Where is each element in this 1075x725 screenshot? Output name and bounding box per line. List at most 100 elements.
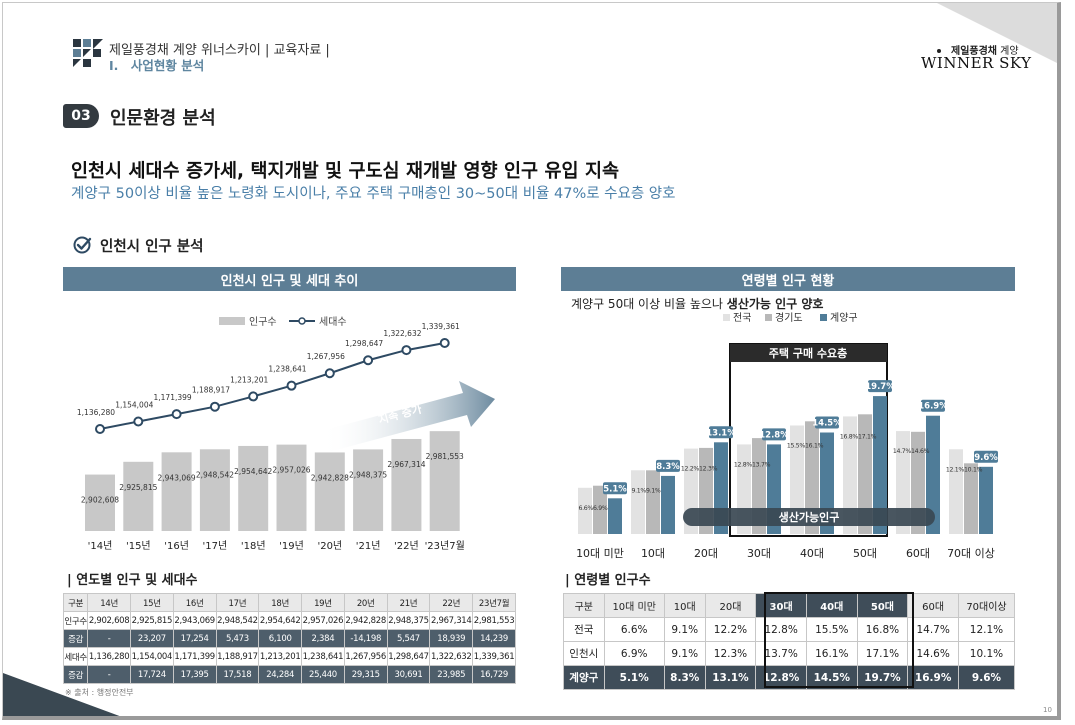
table-cell: 23,207 (130, 629, 174, 648)
household-point (209, 401, 220, 412)
table-cell: 1,238,641 (301, 647, 345, 666)
age-x-axis-label: 60대 (906, 547, 930, 560)
table-cell: 15.5% (805, 617, 858, 642)
table-row: 인천시 6.9% 9.1% 12.3% 13.7% 16.1% 17.1% 14.6% 10.1… (563, 641, 1016, 666)
table-header-cell: 70대이상 (957, 593, 1016, 618)
x-axis-label: '21년 (356, 540, 381, 552)
household-point (171, 409, 182, 420)
household-point (363, 355, 374, 366)
table-cell: 23,985 (429, 665, 474, 684)
table-cell: 25,440 (301, 665, 345, 684)
x-axis-label: '17년 (203, 540, 228, 552)
header-section: Ⅰ. 사업현황 분석 (109, 58, 205, 73)
age-bar (926, 415, 940, 534)
table-cell: 1,322,632 (429, 647, 474, 666)
brand-small-light: 계양 (997, 46, 1019, 57)
table-cell: 1,171,399 (172, 647, 217, 666)
population-bar (123, 461, 154, 531)
age-x-axis-label: 70대 이상 (947, 547, 995, 560)
table-cell: 인천시 (563, 641, 605, 666)
household-point (133, 416, 144, 427)
legend-label-gyeonggi: 경기도 (775, 311, 803, 324)
table-cell: 2,981,553 (472, 611, 516, 630)
age-bar-inline-label: 12.1%10.1% (946, 466, 983, 473)
table-cell: 9.1% (663, 641, 706, 666)
age-x-axis-label: 30대 (747, 547, 771, 560)
population-bar-label: 2,948,375 (349, 470, 387, 479)
table-cell: 14.5% (805, 665, 858, 690)
table-header-cell: 구분 (62, 593, 89, 612)
population-bar (238, 445, 269, 531)
age-population-table: 구분 10대 미만 10대 20대 30대 40대 50대 60대 70대이상 전국 6.6% 9.1… (563, 593, 1016, 690)
age-x-axis-label: 40대 (800, 547, 824, 560)
gyeyang-bar-label: 16.9% (918, 402, 948, 412)
table-header-cell: 18년 (258, 593, 303, 612)
gyeyang-label-bg (603, 482, 627, 495)
table-cell: 2,957,026 (301, 611, 345, 630)
table-header-cell: 20대 (704, 593, 757, 618)
gyeyang-bar-label: 9.6% (974, 453, 998, 463)
gyeyang-label-bg (921, 399, 945, 412)
table-cell: 2,925,815 (130, 611, 174, 630)
age-bar-inline-label: 9.1%9.1% (631, 487, 660, 494)
table-row: 인구수 2,902,608 2,925,815 2,943,069 2,948,542 2… (62, 611, 516, 630)
household-point (248, 391, 259, 402)
household-point (401, 345, 412, 356)
table-header-cell: 20년 (343, 593, 388, 612)
brand-logo-text: WINNER SKY (921, 54, 1032, 72)
table-row: 세대수 1,136,280 1,154,004 1,171,399 1,188,917 1… (62, 647, 516, 666)
table-cell: 16.9% (907, 665, 959, 690)
table-cell: 2,942,828 (343, 611, 388, 630)
age-bar (661, 475, 675, 534)
legend-label-households: 세대수 (319, 316, 347, 328)
gyeyang-label-bg (762, 428, 786, 441)
table-cell: 16,729 (472, 665, 516, 684)
gyeyang-label-bg (709, 426, 733, 439)
table2-title: | 연령별 인구수 (565, 573, 651, 588)
table-cell: 전국 (563, 617, 605, 642)
productive-band-label: 생산가능인구 (779, 510, 840, 524)
productive-band: 생산가능인구 (683, 508, 935, 526)
age-group-chart: 전국 경기도 계양구 주택 구매 수요층 6.6%6.9% 5.1% 9.1%9.1… (576, 311, 998, 560)
legend-swatch-gyeyang (820, 314, 827, 321)
table-header-cell: 21년 (386, 593, 431, 612)
table-row: 계양구 5.1% 8.3% 13.1% 12.8% 14.5% 19.7% 16.9% 9.6% (563, 665, 1016, 690)
x-axis-label: '16년 (164, 540, 189, 552)
table-cell: 2,902,608 (87, 611, 131, 630)
household-point-label: 1,136,280 (77, 408, 115, 417)
table-cell: 1,267,956 (343, 647, 388, 666)
gyeyang-bar-label: 12.8% (759, 430, 789, 440)
table-header-cell: 23년7월 (472, 593, 516, 612)
legend-label-gyeyang: 계양구 (830, 312, 858, 324)
table-cell: 12.8% (755, 617, 807, 642)
table-cell: 19.7% (856, 665, 909, 690)
table-cell: 6.9% (603, 641, 665, 666)
table-cell: 5,547 (386, 629, 431, 648)
table-cell: 2,954,642 (258, 611, 303, 630)
household-point-label: 1,213,201 (230, 375, 268, 384)
table-header-cell: 14년 (87, 593, 131, 612)
population-bar-label: 2,981,553 (426, 452, 464, 461)
table-row: 증감 -17,724 17,395 17,518 24,284 25,440 29,315 3… (62, 665, 516, 684)
page-number: 10 (1043, 706, 1052, 714)
household-point-label: 1,267,956 (307, 352, 345, 361)
table-header-cell: 17년 (215, 593, 260, 612)
table-cell: 17,395 (172, 665, 217, 684)
brand-dot (937, 49, 941, 53)
table-cell: 1,298,647 (386, 647, 431, 666)
population-bar (199, 449, 230, 531)
household-point-label: 1,171,399 (154, 393, 192, 402)
demand-box-label: 주택 구매 수요층 (769, 346, 848, 360)
table-cell: 13.7% (755, 641, 807, 666)
chart2-legend: 전국 경기도 계양구 (723, 311, 858, 324)
section-title: 인문환경 분석 (110, 108, 216, 129)
table-cell: 5.1% (603, 665, 665, 690)
table-cell: 12.1% (957, 617, 1016, 642)
household-point-label: 1,188,917 (192, 386, 230, 395)
legend-label-population: 인구수 (249, 316, 277, 328)
gyeyang-bar-label: 19.7% (865, 382, 895, 392)
table-cell: 17,518 (215, 665, 260, 684)
yearly-population-table: 구분 14년 15년 16년 17년 18년 19년 20년 21년 22년 23년7월 인구수 2,9… (62, 593, 516, 684)
population-bar-label: 2,948,542 (196, 470, 234, 479)
x-axis-label: '15년 (126, 540, 151, 552)
